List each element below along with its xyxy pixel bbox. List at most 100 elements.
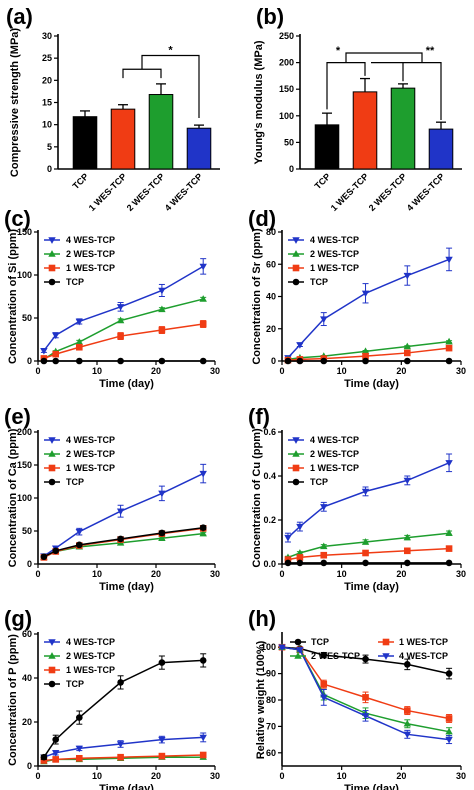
- legend-label: TCP: [311, 637, 329, 647]
- series-4-wes-tcp: [278, 644, 453, 745]
- y-tick-label: 40: [266, 292, 276, 302]
- x-tick-label: 20: [151, 569, 161, 579]
- y-axis-label: Relative weight (100%): [255, 640, 267, 759]
- panel-label: (g): [4, 606, 32, 631]
- data-point: [361, 713, 370, 720]
- y-tick-label: 80: [266, 227, 276, 237]
- data-point: [52, 756, 59, 763]
- data-point: [199, 357, 207, 365]
- legend-label: 4 WES-TCP: [310, 235, 359, 245]
- x-tick-label: 10: [92, 366, 102, 376]
- data-point: [117, 753, 124, 761]
- legend-marker: [48, 437, 56, 444]
- data-point: [445, 736, 453, 744]
- y-tick-label: 25: [42, 53, 52, 63]
- y-tick-label: 30: [42, 31, 52, 41]
- data-point: [75, 318, 83, 326]
- legend-label: 4 WES-TCP: [399, 651, 448, 661]
- legend: 4 WES-TCP 2 WES-TCP 1 WES-TCP TCP: [288, 435, 359, 487]
- data-point: [199, 657, 207, 664]
- y-tick-label: 10: [42, 120, 52, 130]
- y-tick-label: 0: [27, 559, 32, 569]
- data-point: [362, 559, 369, 567]
- y-tick-label: 40: [22, 673, 32, 683]
- data-point: [116, 316, 125, 324]
- y-tick-label: 150: [17, 227, 32, 237]
- data-point: [445, 727, 453, 735]
- x-category-label: 1 WES-TCP: [87, 171, 129, 213]
- bar: [352, 91, 378, 170]
- series-1-wes-tcp: [40, 320, 207, 362]
- y-tick-label: 150: [279, 84, 294, 94]
- x-tick-label: 10: [337, 771, 347, 781]
- data-point: [158, 490, 166, 498]
- legend-label: 2 WES-TCP: [66, 449, 115, 459]
- line-chart-f: 0.0 0.2 0.4 0.6 0 10 20 30 Time (day) Concentrati…: [248, 404, 466, 593]
- data-point: [199, 470, 207, 478]
- y-axis-label: Young's modulus (MPa): [253, 40, 265, 164]
- y-axis-label: Compressive strength (MPa): [9, 28, 21, 177]
- line-chart-c: 0 50 100 150 0 10 20 30 Time (day) Concentration …: [4, 206, 220, 390]
- data-point: [296, 549, 304, 556]
- data-point: [284, 559, 292, 567]
- legend-marker: [294, 638, 302, 646]
- legend-label: 2 WES-TCP: [311, 651, 360, 661]
- x-category-label: 4 WES-TCP: [405, 171, 447, 213]
- data-point: [199, 263, 207, 271]
- legend-marker: [48, 450, 56, 457]
- data-point: [40, 347, 48, 355]
- data-point: [320, 504, 328, 511]
- y-tick-label: 150: [17, 460, 32, 470]
- x-category-label: TCP: [313, 171, 333, 191]
- data-point: [117, 357, 124, 365]
- series-tcp: [40, 653, 207, 761]
- data-point: [361, 488, 370, 496]
- legend-label: 2 WES-TCP: [66, 651, 115, 661]
- y-tick-label: 50: [22, 526, 32, 536]
- y-tick-label: 250: [279, 31, 294, 41]
- series-2-wes-tcp: [40, 529, 207, 561]
- significance-bracket: [403, 61, 442, 121]
- data-point: [445, 344, 453, 352]
- data-point: [320, 316, 328, 323]
- y-tick-label: 100: [17, 270, 32, 280]
- y-tick-label: 100: [261, 642, 276, 652]
- significance-bracket: [371, 61, 404, 82]
- y-tick-label: 100: [17, 493, 32, 503]
- data-point: [278, 644, 286, 652]
- legend-marker: [292, 437, 300, 444]
- x-tick-label: 10: [92, 771, 102, 781]
- data-point: [75, 528, 83, 536]
- x-tick-label: 20: [151, 366, 161, 376]
- legend-label: 2 WES-TCP: [310, 249, 359, 259]
- data-point: [117, 535, 124, 543]
- data-point: [52, 357, 59, 365]
- data-point: [40, 757, 48, 764]
- legend: 4 WES-TCP 2 WES-TCP 1 WES-TCP TCP: [44, 435, 115, 487]
- data-point: [76, 755, 83, 762]
- significance-bracket: [345, 52, 423, 63]
- x-tick-label: 0: [279, 771, 284, 781]
- series-line: [43, 659, 204, 758]
- data-point: [362, 694, 369, 701]
- legend-marker: [294, 652, 302, 659]
- y-tick-label: 0: [47, 164, 52, 174]
- y-tick-label: 80: [266, 695, 276, 705]
- x-axis-label: Time (day): [344, 581, 399, 593]
- x-tick-label: 20: [396, 771, 406, 781]
- significance-bracket: [122, 68, 162, 79]
- legend: 4 WES-TCP 2 WES-TCP 1 WES-TCP TCP: [288, 235, 359, 287]
- x-tick-label: 0: [35, 366, 40, 376]
- data-point: [199, 529, 207, 537]
- data-point: [320, 559, 328, 567]
- y-tick-label: 0.2: [263, 515, 276, 525]
- y-tick-label: 60: [22, 629, 32, 639]
- data-point: [52, 332, 60, 340]
- data-point: [445, 256, 453, 264]
- data-point: [158, 534, 166, 541]
- legend-marker: [48, 464, 56, 472]
- data-point: [116, 741, 125, 748]
- legend-label: 1 WES-TCP: [66, 263, 115, 273]
- data-point: [404, 559, 411, 567]
- y-tick-label: 200: [279, 58, 294, 68]
